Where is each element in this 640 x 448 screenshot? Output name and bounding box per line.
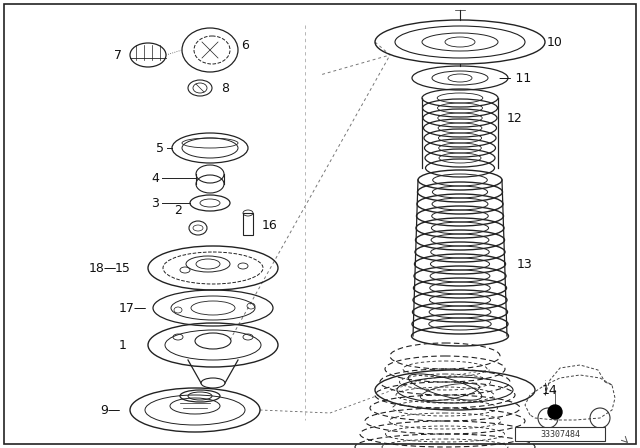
Text: 4: 4: [151, 172, 159, 185]
Text: 14: 14: [542, 383, 558, 396]
Text: 13: 13: [517, 258, 533, 271]
Text: 18—: 18—: [89, 262, 117, 275]
Text: 16: 16: [262, 219, 278, 232]
Bar: [515, 427, 605, 441]
Text: 1: 1: [119, 339, 127, 352]
Text: 8: 8: [221, 82, 229, 95]
Text: 10: 10: [547, 35, 563, 48]
Text: 33307484: 33307484: [540, 430, 580, 439]
Text: 6: 6: [241, 39, 249, 52]
Text: 15: 15: [115, 262, 131, 275]
Text: 7: 7: [114, 48, 122, 61]
Text: 3: 3: [151, 197, 159, 210]
Text: 5: 5: [156, 142, 164, 155]
Text: — 11: — 11: [499, 72, 531, 85]
Text: 2: 2: [174, 203, 182, 216]
Circle shape: [548, 405, 562, 419]
Bar: [243, 213, 253, 235]
Text: 9—: 9—: [100, 404, 120, 417]
Text: 17—: 17—: [119, 302, 147, 314]
Text: 12: 12: [507, 112, 523, 125]
